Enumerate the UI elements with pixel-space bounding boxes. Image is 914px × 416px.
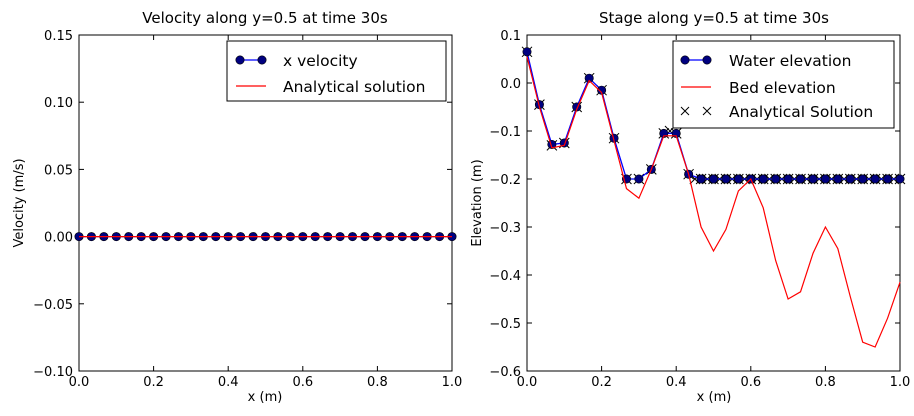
- x-tick-label: 0.8: [367, 375, 388, 390]
- data-point-water-elevation: [870, 174, 880, 184]
- x-tick-label: 0.8: [815, 375, 836, 390]
- x-tick-label: 1.0: [890, 375, 911, 390]
- stage-y-axis-label: Elevation (m): [470, 159, 485, 246]
- x-tick-label: 0.0: [517, 375, 538, 390]
- legend-marker-x-velocity: [257, 55, 267, 65]
- y-tick-label: −0.05: [33, 298, 73, 313]
- stage-y-ticks: −0.6 −0.5 −0.4 −0.3 −0.2 −0.1 0.0 0.1: [489, 29, 900, 380]
- stage-series: [521, 46, 906, 348]
- y-tick-label: −0.2: [489, 173, 521, 188]
- legend-marker-analytical-solution: [702, 106, 712, 116]
- x-tick-label: 0.2: [591, 375, 612, 390]
- y-tick-label: 0.1: [500, 29, 521, 44]
- data-point-water-elevation: [858, 174, 868, 184]
- velocity-legend: x velocity Analytical solution: [226, 40, 447, 102]
- y-tick-label: 0.15: [44, 29, 73, 44]
- x-tick-label: 0.4: [666, 375, 687, 390]
- stage-x-ticks: 0.0 0.2 0.4 0.6 0.8 1.0: [517, 35, 911, 390]
- legend-label-analytical-solution: Analytical solution: [283, 78, 425, 96]
- data-point-water-elevation: [584, 73, 594, 83]
- data-point-water-elevation: [708, 174, 718, 184]
- velocity-legend-box: [226, 40, 447, 102]
- velocity-y-axis-label: Velocity (m/s): [12, 158, 27, 247]
- data-point-water-elevation: [808, 174, 818, 184]
- stage-legend: Water elevation Bed elevation Analytical…: [672, 40, 895, 129]
- stage-chart: Stage along y=0.5 at time 30s −0.6−0.5−0…: [470, 9, 910, 405]
- x-tick-label: 0.6: [740, 375, 761, 390]
- y-tick-label: −0.1: [489, 125, 521, 140]
- legend-marker-water-elevation: [680, 55, 690, 65]
- data-point-water-elevation: [696, 174, 706, 184]
- y-tick-label: −0.6: [489, 365, 521, 380]
- data-point-water-elevation: [522, 47, 532, 57]
- stage-x-axis-label: x (m): [697, 390, 732, 405]
- x-tick-label: 1.0: [442, 375, 463, 390]
- legend-label-water-elevation: Water elevation: [729, 52, 852, 70]
- x-tick-label: 0.2: [143, 375, 164, 390]
- data-point-water-elevation: [833, 174, 843, 184]
- data-point-water-elevation: [883, 174, 893, 184]
- y-tick-label: 0.05: [44, 163, 73, 178]
- x-tick-label: 0.4: [218, 375, 239, 390]
- y-tick-label: 0.0: [500, 77, 521, 92]
- series-line-bed-elevation: [526, 56, 901, 348]
- x-tick-label: 0.0: [69, 375, 90, 390]
- velocity-y-ticks: −0.10 −0.05 0.00 0.05 0.10 0.15: [33, 29, 452, 380]
- x-tick-label: 0.6: [292, 375, 313, 390]
- legend-marker-water-elevation: [702, 55, 712, 65]
- velocity-series: [74, 232, 457, 242]
- legend-label-x-velocity: x velocity: [283, 52, 358, 70]
- y-tick-label: −0.4: [489, 269, 521, 284]
- data-point-water-elevation: [634, 174, 644, 184]
- data-point-water-elevation: [895, 174, 905, 184]
- velocity-chart-title: Velocity along y=0.5 at time 30s: [142, 9, 388, 27]
- legend-marker-x-velocity: [235, 55, 245, 65]
- y-tick-label: −0.5: [489, 317, 521, 332]
- y-tick-label: −0.3: [489, 221, 521, 236]
- legend-label-bed-elevation: Bed elevation: [729, 79, 836, 97]
- legend-marker-analytical-solution: [680, 106, 690, 116]
- data-point-water-elevation: [758, 174, 768, 184]
- velocity-chart: Velocity along y=0.5 at time 30s −0.10−0…: [12, 9, 462, 405]
- data-point-water-elevation: [771, 174, 781, 184]
- data-point-water-elevation: [721, 174, 731, 184]
- y-tick-label: 0.10: [44, 96, 73, 111]
- data-point-water-elevation: [845, 174, 855, 184]
- velocity-x-axis-label: x (m): [248, 390, 283, 405]
- y-tick-label: 0.00: [44, 231, 73, 246]
- data-point-water-elevation: [796, 174, 806, 184]
- y-tick-label: −0.10: [33, 365, 73, 380]
- legend-label-analytical-solution: Analytical Solution: [729, 103, 873, 121]
- data-point-water-elevation: [820, 174, 830, 184]
- velocity-x-ticks: 0.0 0.2 0.4 0.6 0.8 1.0: [69, 35, 463, 390]
- stage-chart-title: Stage along y=0.5 at time 30s: [599, 9, 829, 27]
- data-point-water-elevation: [733, 174, 743, 184]
- data-point-water-elevation: [783, 174, 793, 184]
